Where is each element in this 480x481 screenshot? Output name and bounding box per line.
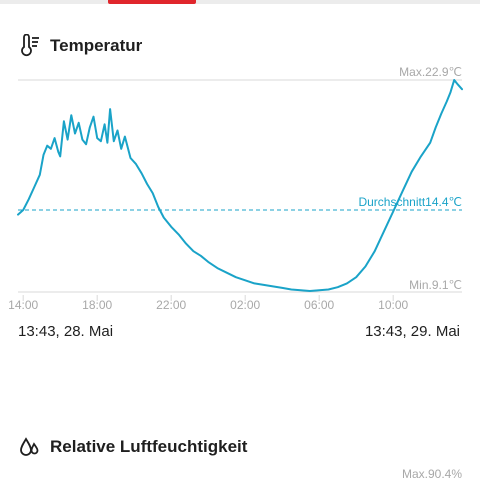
temperature-chart-svg: Max.22.9℃ Min.9.1℃ Durchschnitt14.4℃ 14:00 1… [8,65,463,312]
active-tab-indicator [108,0,196,4]
x-tick-label: 14:00 [8,298,38,312]
thermometer-icon [18,33,42,58]
temperature-section-title: Temperatur [18,33,143,58]
top-divider [0,0,480,4]
temperature-series-line [17,79,463,292]
x-tick-label: 02:00 [230,298,260,312]
x-tick-label: 10:00 [378,298,408,312]
x-tick-label: 18:00 [82,298,112,312]
x-tick-label: 22:00 [156,298,186,312]
humidity-max-label: Max.90.4% [401,467,462,481]
range-start-label: 13:43, 28. Mai [18,323,114,340]
humidity-section-title: Relative Luftfeuchtigkeit [18,435,247,459]
water-drops-icon [18,435,42,459]
range-end-label: 13:43, 29. Mai [364,323,460,340]
min-label: Min.9.1℃ [409,278,462,292]
temperature-title: Temperatur [50,36,143,55]
max-label: Max.22.9℃ [399,65,462,79]
x-tick-label: 06:00 [304,298,334,312]
temperature-chart[interactable]: Max.22.9℃ Min.9.1℃ Durchschnitt14.4℃ 14:00 1… [0,60,480,320]
humidity-title: Relative Luftfeuchtigkeit [50,437,248,456]
average-label: Durchschnitt14.4℃ [358,195,462,209]
